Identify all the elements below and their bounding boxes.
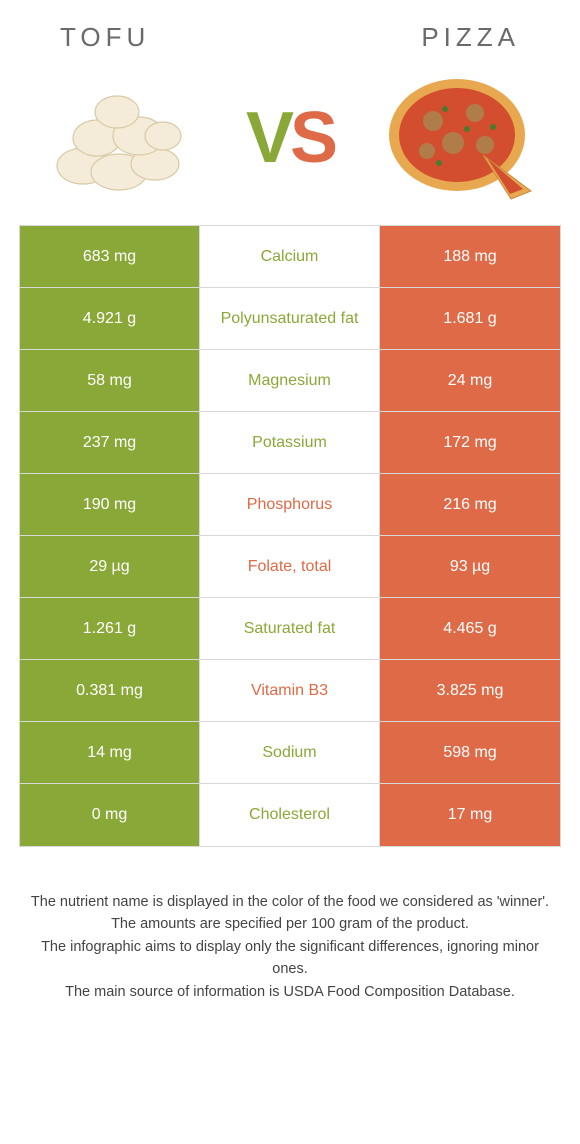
nutrient-name-cell: Vitamin B3 (200, 660, 380, 721)
right-value-cell: 598 mg (380, 722, 560, 783)
table-row: 14 mgSodium598 mg (20, 722, 560, 784)
images-row: VS (0, 63, 580, 225)
nutrient-name-cell: Polyunsaturated fat (200, 288, 380, 349)
table-row: 4.921 gPolyunsaturated fat1.681 g (20, 288, 560, 350)
footer-line-1: The nutrient name is displayed in the co… (30, 891, 550, 913)
nutrient-table: 683 mgCalcium188 mg4.921 gPolyunsaturate… (19, 225, 561, 847)
nutrient-name-cell: Magnesium (200, 350, 380, 411)
left-value-cell: 0 mg (20, 784, 200, 846)
footer-line-2: The amounts are specified per 100 gram o… (30, 913, 550, 935)
right-value-cell: 3.825 mg (380, 660, 560, 721)
left-value-cell: 190 mg (20, 474, 200, 535)
right-value-cell: 4.465 g (380, 598, 560, 659)
nutrient-name-cell: Calcium (200, 226, 380, 287)
left-value-cell: 1.261 g (20, 598, 200, 659)
nutrient-name-cell: Phosphorus (200, 474, 380, 535)
left-value-cell: 683 mg (20, 226, 200, 287)
vs-label: VS (246, 97, 334, 179)
table-row: 237 mgPotassium172 mg (20, 412, 560, 474)
header-row: Tofu Pizza (0, 0, 580, 63)
vs-v-letter: V (246, 98, 290, 178)
left-value-cell: 4.921 g (20, 288, 200, 349)
left-value-cell: 29 µg (20, 536, 200, 597)
left-value-cell: 0.381 mg (20, 660, 200, 721)
vs-s-letter: S (290, 98, 334, 178)
left-value-cell: 58 mg (20, 350, 200, 411)
right-value-cell: 1.681 g (380, 288, 560, 349)
right-value-cell: 93 µg (380, 536, 560, 597)
left-value-cell: 14 mg (20, 722, 200, 783)
table-row: 58 mgMagnesium24 mg (20, 350, 560, 412)
infographic-container: Tofu Pizza VS (0, 0, 580, 1023)
table-row: 1.261 gSaturated fat4.465 g (20, 598, 560, 660)
table-row: 0 mgCholesterol17 mg (20, 784, 560, 846)
left-food-title: Tofu (60, 22, 150, 53)
nutrient-name-cell: Saturated fat (200, 598, 380, 659)
right-value-cell: 24 mg (380, 350, 560, 411)
tofu-image (40, 73, 200, 203)
nutrient-name-cell: Cholesterol (200, 784, 380, 846)
footer-line-3: The infographic aims to display only the… (30, 936, 550, 981)
footer-notes: The nutrient name is displayed in the co… (0, 847, 580, 1023)
right-value-cell: 216 mg (380, 474, 560, 535)
nutrient-name-cell: Sodium (200, 722, 380, 783)
nutrient-name-cell: Potassium (200, 412, 380, 473)
nutrient-name-cell: Folate, total (200, 536, 380, 597)
right-value-cell: 172 mg (380, 412, 560, 473)
right-food-title: Pizza (421, 22, 520, 53)
right-value-cell: 188 mg (380, 226, 560, 287)
table-row: 0.381 mgVitamin B33.825 mg (20, 660, 560, 722)
footer-line-4: The main source of information is USDA F… (30, 981, 550, 1003)
left-value-cell: 237 mg (20, 412, 200, 473)
right-value-cell: 17 mg (380, 784, 560, 846)
table-row: 190 mgPhosphorus216 mg (20, 474, 560, 536)
table-row: 683 mgCalcium188 mg (20, 226, 560, 288)
pizza-image (380, 73, 540, 203)
table-row: 29 µgFolate, total93 µg (20, 536, 560, 598)
